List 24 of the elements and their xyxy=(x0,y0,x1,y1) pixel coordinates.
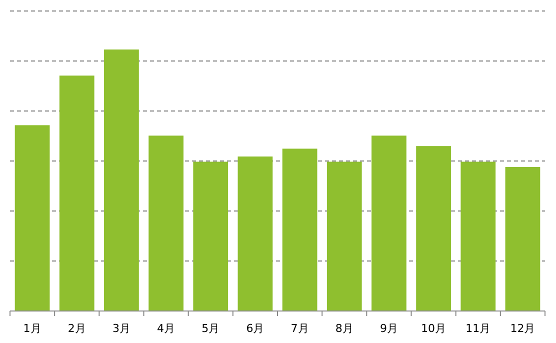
x-tick-label: 11月 xyxy=(466,322,491,335)
x-tick-label: 3月 xyxy=(112,322,130,335)
bar xyxy=(282,148,318,312)
bar xyxy=(372,136,406,312)
bar xyxy=(148,136,184,312)
x-tick-label: 9月 xyxy=(380,322,398,335)
x-tick-label: 8月 xyxy=(335,322,354,335)
x-tick-label: 2月 xyxy=(68,322,86,335)
bar xyxy=(505,166,540,312)
x-tick-label: 10月 xyxy=(421,322,446,335)
x-tick-label: 6月 xyxy=(246,322,264,335)
x-tick-label: 5月 xyxy=(202,322,220,335)
bar xyxy=(238,156,273,312)
bar xyxy=(193,162,228,312)
x-tick-label: 7月 xyxy=(290,322,309,335)
bar xyxy=(460,162,496,312)
bar xyxy=(14,125,50,312)
x-tick-label: 12月 xyxy=(510,322,536,335)
bar xyxy=(104,50,139,312)
x-tick-label: 4月 xyxy=(157,322,176,335)
bar xyxy=(59,76,94,312)
bar xyxy=(416,146,451,312)
x-tick-label: 1月 xyxy=(23,322,42,335)
bar xyxy=(326,162,362,312)
